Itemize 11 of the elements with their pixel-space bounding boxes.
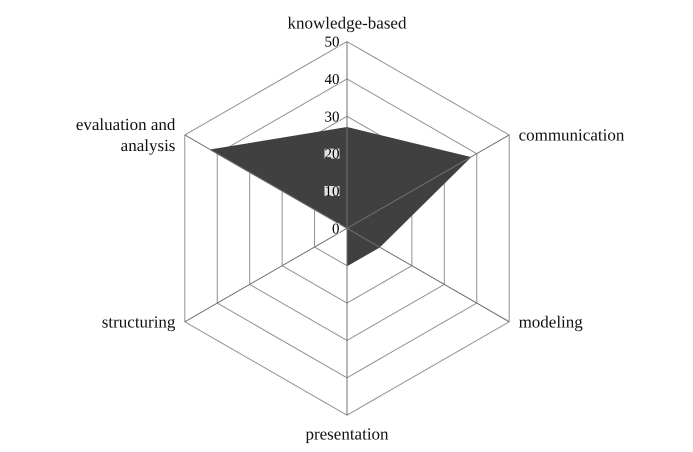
- spoke-label: presentation: [305, 424, 390, 444]
- spoke-label: knowledge-based: [288, 13, 407, 32]
- y-tick-label: 40: [324, 72, 340, 88]
- y-tick-label: 30: [324, 109, 340, 126]
- spoke-label: structuring: [102, 312, 176, 332]
- spoke-label: communication: [518, 125, 625, 144]
- y-tick-label: 20: [324, 146, 340, 163]
- y-tick-label: 0: [332, 221, 340, 238]
- y-tick-label: 50: [324, 34, 340, 51]
- spoke-label: evaluation and analysis: [76, 115, 176, 155]
- spoke-label: modeling: [518, 312, 584, 332]
